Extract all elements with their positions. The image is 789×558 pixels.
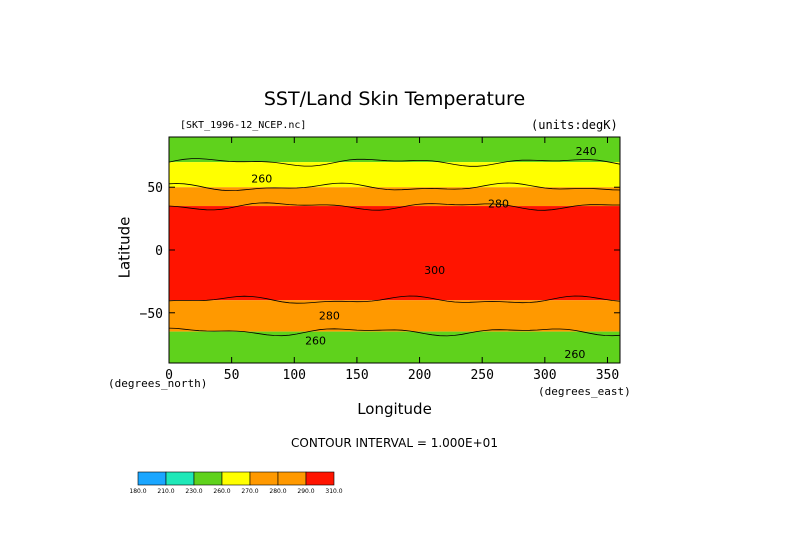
contour-line — [168, 295, 621, 304]
x-axis-title: Longitude — [357, 400, 432, 418]
source-file-label: [SKT_1996-12_NCEP.nc] — [180, 120, 307, 131]
legend-swatch — [277, 471, 307, 486]
legend-tick-label: 290.0 — [297, 488, 314, 495]
x-unit-label: (degrees_north) — [108, 377, 208, 390]
legend-tick-label: 180.0 — [129, 488, 146, 495]
band-south-mid — [169, 300, 620, 332]
contour-line — [168, 182, 621, 192]
legend-tick-label: 210.0 — [157, 488, 174, 495]
x-tick-label: 200 — [408, 368, 431, 383]
contour-label: 260 — [305, 334, 326, 347]
band-antarctic — [169, 331, 620, 363]
contour-label: 260 — [564, 348, 585, 361]
legend-tick-label: 270.0 — [241, 488, 258, 495]
contour-interval-label: CONTOUR INTERVAL = 1.000E+01 — [291, 436, 498, 450]
contour-line — [168, 202, 620, 211]
legend-swatch — [305, 471, 335, 486]
contour-label: 260 — [251, 172, 272, 185]
x-tick-label: 150 — [345, 368, 368, 383]
legend-tick-label: 260.0 — [213, 488, 230, 495]
x-tick-label: 100 — [283, 368, 306, 383]
x-tick-label: 0 — [165, 368, 173, 383]
legend-swatch — [137, 471, 167, 486]
legend-tick-label: 310.0 — [325, 488, 342, 495]
band-north-mid — [169, 187, 620, 207]
chart-title: SST/Land Skin Temperature — [263, 88, 526, 110]
axes: 0 50 100 150 200 250 300 350 −50 0 50 — [140, 136, 621, 383]
contour-label: 280 — [488, 198, 509, 211]
band-arctic — [169, 137, 620, 163]
x-tick-label: 350 — [596, 368, 619, 383]
x-tick-label: 300 — [533, 368, 556, 383]
color-legend: 180.0 210.0 230.0 260.0 270.0 280.0 290.0 310.0 — [129, 471, 343, 495]
units-label: (units:degK) — [531, 118, 618, 132]
legend-swatch — [193, 471, 223, 486]
y-unit-label: (degrees_east) — [538, 385, 631, 398]
y-tick-label: 50 — [147, 181, 163, 196]
y-tick-label: 0 — [155, 244, 163, 259]
y-tick-label: −50 — [140, 307, 163, 322]
legend-tick-label: 280.0 — [269, 488, 286, 495]
legend-tick-label: 230.0 — [185, 488, 202, 495]
contour-line — [168, 327, 621, 337]
x-tick-label: 50 — [224, 368, 240, 383]
x-tick-label: 250 — [470, 368, 493, 383]
legend-swatch — [221, 471, 251, 486]
contour-label: 280 — [319, 309, 340, 322]
legend-swatch — [249, 471, 279, 486]
contour-line — [168, 158, 621, 167]
plot-area: 240 260 280 300 280 260 260 — [168, 137, 621, 363]
band-tropics — [169, 206, 620, 301]
legend-swatch — [165, 471, 195, 486]
band-subarctic — [169, 162, 620, 188]
contour-label: 240 — [576, 145, 597, 158]
contour-label: 300 — [424, 264, 445, 277]
